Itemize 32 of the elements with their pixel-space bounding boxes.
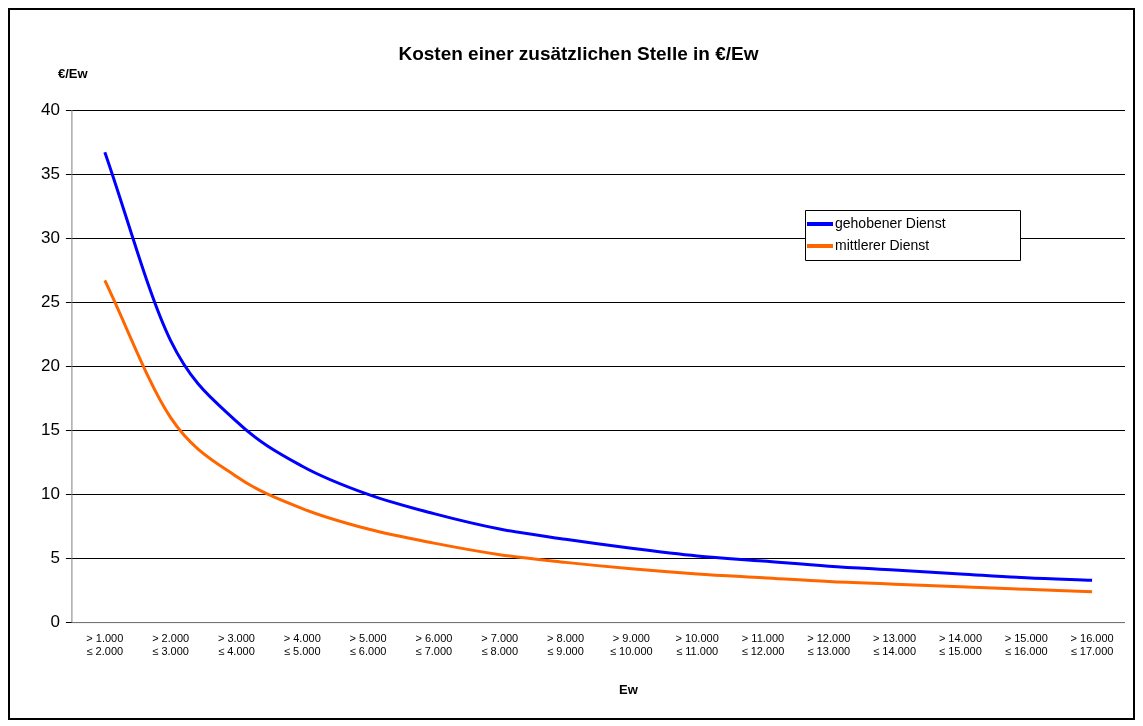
y-axis-title: €/Ew xyxy=(58,65,89,81)
x-tick-label: > 9.000 ≤ 10.000 xyxy=(609,632,653,658)
x-tick-label: > 1.000 ≤ 2.000 xyxy=(86,632,124,658)
line-series xyxy=(103,150,1094,582)
x-tick-label: > 11.000 ≤ 12.000 xyxy=(741,632,785,658)
x-tick-label: > 7.000 ≤ 8.000 xyxy=(481,632,519,658)
x-tick-label: > 8.000 ≤ 9.000 xyxy=(547,632,585,658)
y-tick-label: 35 xyxy=(40,163,60,183)
y-tick-label: 15 xyxy=(40,420,60,440)
x-tick-label: > 12.000 ≤ 13.000 xyxy=(807,632,851,658)
y-tick-label: 25 xyxy=(40,291,60,311)
x-tick-label: > 5.000 ≤ 6.000 xyxy=(349,632,387,658)
x-tick-label: > 16.000 ≤ 17.000 xyxy=(1070,632,1114,658)
y-tick-label: 30 xyxy=(40,227,60,247)
x-tick-label: > 2.000 ≤ 3.000 xyxy=(152,632,190,658)
chart-title: Kosten einer zusätzlichen Stelle in €/Ew xyxy=(398,43,759,65)
x-tick-label: > 15.000 ≤ 16.000 xyxy=(1004,632,1048,658)
x-tick-label: > 10.000 ≤ 11.000 xyxy=(675,632,719,658)
x-tick-label: > 13.000 ≤ 14.000 xyxy=(873,632,917,658)
y-tick-label: 5 xyxy=(50,548,60,568)
x-tick-label: > 6.000 ≤ 7.000 xyxy=(415,632,453,658)
y-tick-label: 10 xyxy=(40,484,60,504)
x-tick-label: > 3.000 ≤ 4.000 xyxy=(217,632,255,658)
y-tick-label: 40 xyxy=(40,99,60,119)
x-axis-title: Ew xyxy=(619,682,639,698)
x-tick-label: > 4.000 ≤ 5.000 xyxy=(283,632,321,658)
line-series xyxy=(103,278,1094,594)
x-tick-label: > 14.000 ≤ 15.000 xyxy=(938,632,983,658)
y-tick-label: 0 xyxy=(50,612,60,632)
legend-label: gehobener Dienst xyxy=(835,214,946,231)
legend-label: mittlerer Dienst xyxy=(835,236,930,253)
y-tick-label: 20 xyxy=(40,355,60,375)
